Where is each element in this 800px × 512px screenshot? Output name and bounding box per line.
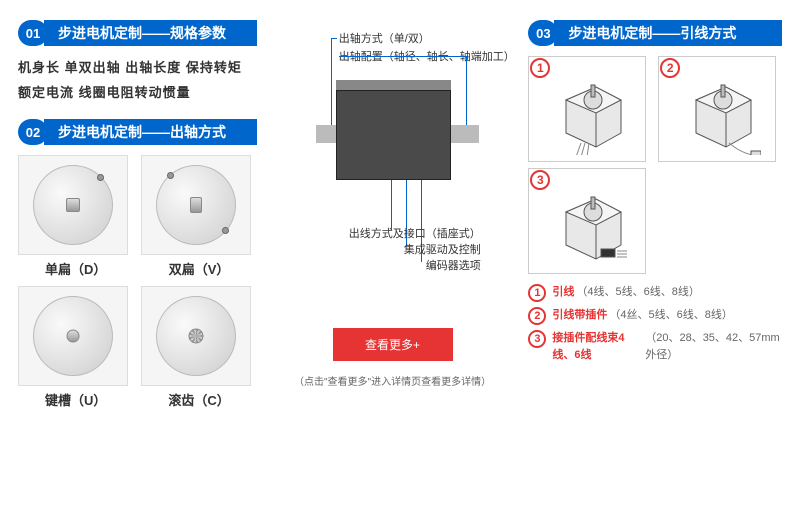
hint-text: （点击"查看更多"进入详情页查看更多详情） [271, 373, 515, 388]
section-2-title: 步进电机定制——出轴方式 [44, 119, 257, 145]
wire-row-1: 1引线（4线、5线、6线、8线） [528, 284, 782, 302]
shaft-label-d: 单扁（D） [18, 259, 133, 278]
wire-list: 1引线（4线、5线、6线、8线） 2引线带插件（4丝、5线、6线、8线） 3接插… [528, 284, 782, 368]
callout-top1: 出轴方式（单/双） [339, 30, 430, 46]
section-1-header: 01 步进电机定制——规格参数 [18, 20, 257, 46]
callout-bot3: 编码器选项 [321, 257, 481, 273]
spec-line-2: 额定电流 线圈电阻转动惯量 [18, 81, 257, 106]
shaft-item-u: 键槽（U） [18, 286, 133, 409]
shaft-item-d: 单扁（D） [18, 155, 133, 278]
spec-params: 机身长 单双出轴 出轴长度 保持转矩 额定电流 线圈电阻转动惯量 [18, 56, 257, 105]
wire-grid: 1 2 3 [528, 56, 782, 274]
callout-bot1: 出线方式及接口（插座式） [321, 225, 481, 241]
section-3-header: 03 步进电机定制——引线方式 [528, 20, 782, 46]
wire-item-3: 3 [528, 168, 652, 274]
wire-row-2: 2引线带插件（4丝、5线、6线、8线） [528, 307, 782, 325]
callout-bot2: 集成驱动及控制 [321, 241, 481, 257]
shaft-label-u: 键槽（U） [18, 390, 133, 409]
wire-row-3: 3接插件配线束4线、6线（20、28、35、42、57mm外径） [528, 330, 782, 363]
shaft-item-c: 滚齿（C） [141, 286, 256, 409]
shaft-label-c: 滚齿（C） [141, 390, 256, 409]
wire-item-1: 1 [528, 56, 652, 162]
section-3-title: 步进电机定制——引线方式 [554, 20, 782, 46]
badge-03: 03 [528, 20, 558, 46]
section-1-title: 步进电机定制——规格参数 [44, 20, 257, 46]
wire-item-2: 2 [658, 56, 782, 162]
section-2-header: 02 步进电机定制——出轴方式 [18, 119, 257, 145]
spec-line-1: 机身长 单双出轴 出轴长度 保持转矩 [18, 56, 257, 81]
badge-01: 01 [18, 20, 48, 46]
badge-02: 02 [18, 119, 48, 145]
more-button[interactable]: 查看更多+ [333, 328, 453, 361]
motor-diagram: 出轴方式（单/双） 出轴配置（轴径、轴长、轴端加工） 出线方式及接口（插座式） … [271, 30, 515, 250]
shaft-item-v: 双扁（V） [141, 155, 256, 278]
shaft-label-v: 双扁（V） [141, 259, 256, 278]
shaft-grid: 单扁（D） 双扁（V） 键槽（U） 滚齿（C） [18, 155, 257, 409]
